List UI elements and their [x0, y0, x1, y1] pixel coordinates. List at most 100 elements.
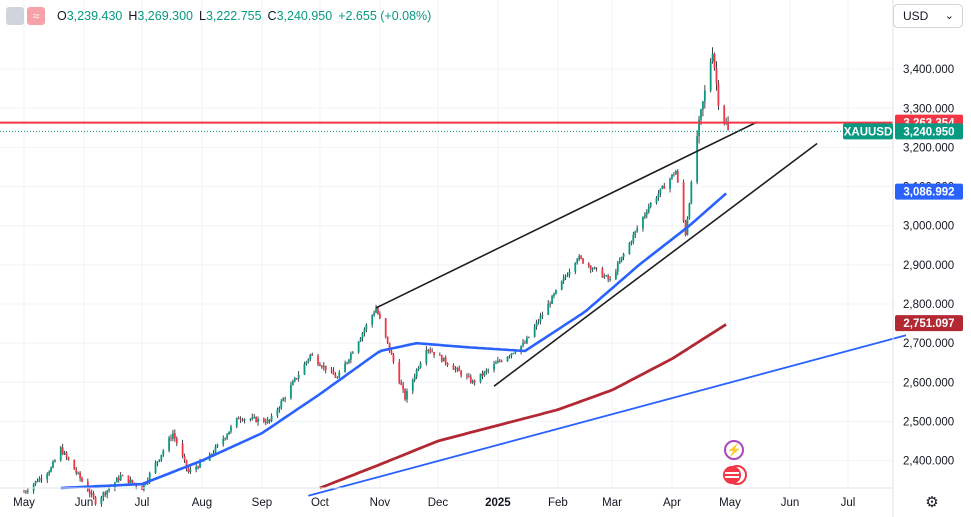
- candle-body: [578, 256, 581, 260]
- y-tick-label: 2,400.000: [903, 456, 954, 468]
- y-tick-label: 2,700.000: [903, 338, 954, 350]
- candle-body: [36, 480, 39, 482]
- candle-body: [189, 469, 192, 473]
- candle-body: [214, 446, 217, 453]
- gear-icon[interactable]: ⚙: [925, 494, 939, 511]
- ohlc-legend: ≈ O 3,239.430 H 3,269.300 L 3,222.755 C 3,24…: [6, 6, 431, 26]
- candle-body: [148, 472, 151, 481]
- candle-body: [568, 271, 571, 276]
- candle-body: [659, 188, 662, 194]
- candle-body: [102, 492, 105, 498]
- y-tick-label: 3,000.000: [903, 221, 954, 233]
- candle-body: [616, 263, 619, 272]
- candle-body: [527, 336, 530, 338]
- low-value: 3,222.755: [205, 9, 262, 23]
- candle-body: [537, 321, 540, 323]
- chart-type-icon[interactable]: [6, 7, 24, 25]
- candle-body: [574, 262, 577, 272]
- candle-body: [469, 376, 472, 383]
- price-tag-bg: [895, 183, 963, 200]
- candle-body: [442, 357, 445, 362]
- x-tick-label: Nov: [370, 497, 391, 509]
- candle-body: [268, 419, 271, 421]
- candle-body: [185, 459, 188, 468]
- candle-body: [243, 419, 246, 421]
- candle-body: [595, 267, 598, 269]
- candle-body: [676, 170, 679, 182]
- candle-body: [609, 279, 611, 280]
- y-tick-label: 2,900.000: [903, 260, 954, 272]
- low-key: L: [198, 9, 206, 23]
- candle-body: [90, 493, 93, 495]
- candle-body: [199, 461, 201, 468]
- candle-body: [467, 376, 470, 378]
- candle-body: [601, 268, 604, 278]
- candle-body: [79, 472, 81, 479]
- high-key: H: [128, 9, 138, 23]
- candle-body: [92, 493, 95, 498]
- candle-body: [454, 368, 457, 370]
- candle-body: [607, 275, 610, 280]
- candle-body: [67, 457, 70, 460]
- y-tick-label: 3,400.000: [903, 64, 954, 76]
- candle-body: [411, 379, 414, 392]
- candle-body: [636, 228, 639, 232]
- candle-body: [222, 438, 225, 445]
- candle-body: [547, 303, 550, 316]
- candle-body: [614, 271, 617, 280]
- candle-body: [262, 418, 265, 422]
- candle-body: [284, 398, 287, 399]
- candle-body: [224, 438, 227, 439]
- compare-icon[interactable]: ≈: [27, 7, 45, 25]
- candle-body: [278, 407, 281, 410]
- candle-body: [669, 178, 671, 189]
- close-value: 3,240.950: [276, 9, 333, 23]
- candle-body: [535, 322, 538, 327]
- candle-body: [212, 452, 215, 455]
- candle-body: [73, 459, 76, 470]
- candle-body: [50, 467, 52, 472]
- y-tick-label: 2,500.000: [903, 416, 954, 428]
- candle-body: [255, 417, 258, 423]
- candle-body: [690, 182, 693, 204]
- earnings-event-icon[interactable]: ⚡: [724, 440, 744, 460]
- candle-body: [104, 492, 107, 495]
- x-tick-label: Dec: [428, 497, 449, 509]
- economic-event-flag-icon[interactable]: [722, 464, 748, 486]
- candle-body: [709, 61, 712, 91]
- price-tag-bg: [895, 315, 963, 332]
- candle-body: [406, 391, 408, 400]
- candle-body: [386, 336, 389, 343]
- candle-body: [649, 202, 652, 207]
- candle-body: [344, 363, 346, 373]
- candle-body: [65, 452, 68, 458]
- currency-select[interactable]: USD ⌄: [893, 4, 963, 28]
- candle-body: [433, 352, 435, 355]
- y-tick-label: 2,800.000: [903, 299, 954, 311]
- candle-body: [317, 355, 319, 365]
- candle-body: [628, 242, 631, 255]
- candle-body: [458, 368, 461, 372]
- candle-body: [375, 308, 377, 313]
- candle-body: [425, 349, 428, 364]
- candle-body: [172, 433, 174, 439]
- candle-body: [226, 434, 228, 439]
- candle-body: [183, 456, 186, 460]
- candle-body: [541, 315, 544, 317]
- candle-body: [228, 431, 230, 435]
- candle-body: [634, 231, 637, 235]
- candle-body: [61, 447, 64, 455]
- candle-body: [187, 467, 190, 473]
- candle-body: [75, 469, 78, 473]
- candle-body: [524, 342, 526, 344]
- candle-body: [40, 478, 43, 480]
- candle-body: [466, 375, 468, 377]
- candle-body: [473, 380, 476, 383]
- candle-body: [334, 374, 337, 378]
- candle-body: [655, 197, 658, 203]
- candle-body: [330, 370, 333, 371]
- candle-body: [500, 360, 503, 362]
- candle-body: [156, 461, 159, 463]
- candle-body: [582, 258, 584, 264]
